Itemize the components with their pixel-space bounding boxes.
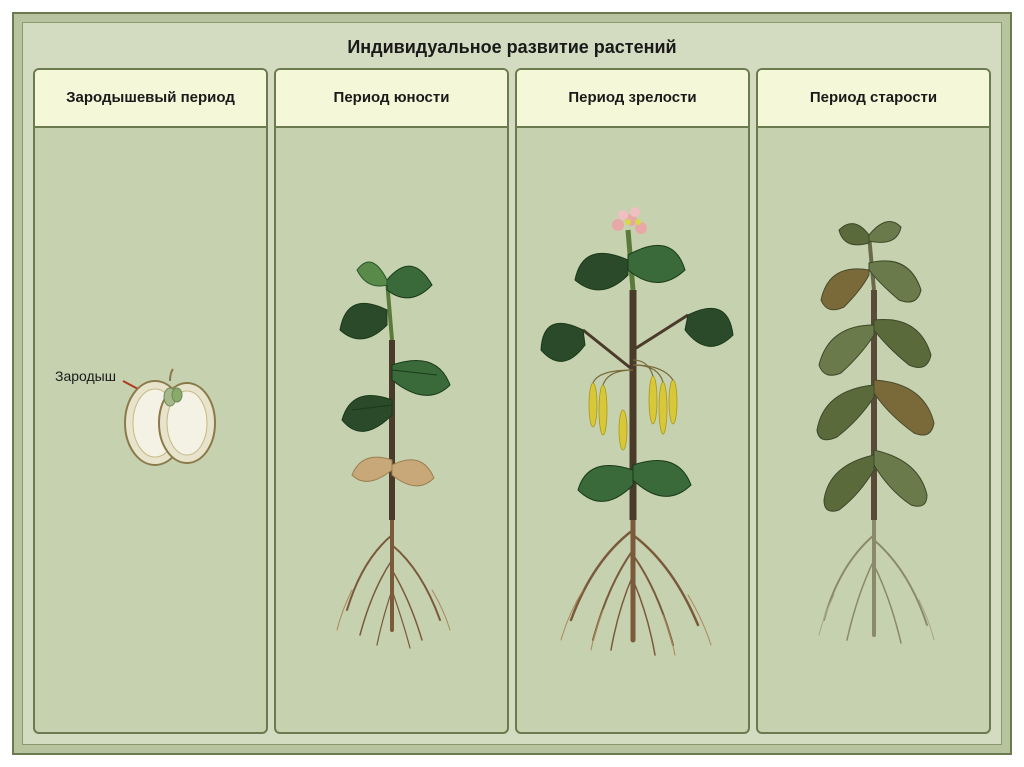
outer-frame: Индивидуальное развитие растений Зародыш…	[12, 12, 1012, 755]
stage-col-embryonic: Зародышевый период Зародыш	[33, 68, 268, 734]
col-body-oldage	[758, 128, 989, 732]
plant-youth-illustration	[292, 190, 492, 670]
page-title: Индивидуальное развитие растений	[23, 23, 1001, 68]
stage-col-maturity: Период зрелости	[515, 68, 750, 734]
stage-columns: Зародышевый период Зародыш	[23, 68, 1001, 744]
col-body-youth	[276, 128, 507, 732]
col-header: Период юности	[276, 70, 507, 128]
plant-oldage-illustration	[769, 175, 979, 685]
col-header: Зародышевый период	[35, 70, 266, 128]
embryo-label: Зародыш	[55, 368, 116, 384]
col-body-maturity	[517, 128, 748, 732]
seed-illustration	[115, 363, 225, 483]
plant-maturity-illustration	[523, 170, 743, 690]
inner-panel: Индивидуальное развитие растений Зародыш…	[22, 22, 1002, 745]
stage-col-oldage: Период старости	[756, 68, 991, 734]
col-header: Период старости	[758, 70, 989, 128]
col-header: Период зрелости	[517, 70, 748, 128]
col-body-embryonic: Зародыш	[35, 128, 266, 732]
stage-col-youth: Период юности	[274, 68, 509, 734]
